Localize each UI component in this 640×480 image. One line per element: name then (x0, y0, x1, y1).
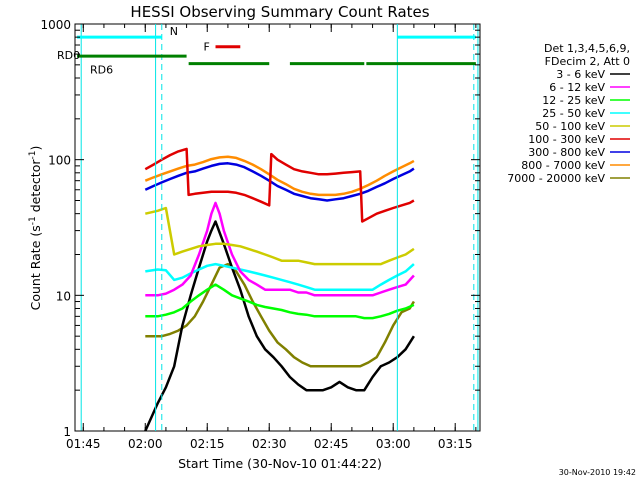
rd0-label: RD0 (57, 49, 80, 62)
plot-frame (74, 23, 481, 432)
x-tick-label: 02:30 (252, 437, 287, 451)
legend-entry-label: 100 - 300 keV (528, 133, 605, 146)
y-tick-label: 1 (63, 425, 71, 439)
y-axis-label-part3: ) (28, 146, 43, 151)
legend-entry-label: 50 - 100 keV (535, 120, 605, 133)
series-line-5 (144, 147, 415, 223)
series-line-7 (144, 155, 415, 197)
flare-label: F (204, 41, 210, 54)
legend-entry-label: 12 - 25 keV (542, 94, 605, 107)
night-label: N (170, 25, 178, 38)
x-tick-label: 02:00 (128, 437, 163, 451)
x-tick-label: 01:45 (66, 437, 101, 451)
y-tick-label: 10 (56, 289, 71, 303)
x-tick-label: 02:15 (190, 437, 225, 451)
axis-layer: 01:45 02:00 02:15 02:30 02:45 03:00 03:15 1 10 10… (40, 18, 480, 451)
x-tick-label: 03:15 (438, 437, 473, 451)
series-line-3 (145, 262, 415, 291)
legend-entry-label: 25 - 50 keV (542, 107, 605, 120)
series-line-4 (145, 206, 415, 266)
y-tick-label: 100 (48, 154, 71, 168)
legend-entry-label: 800 - 7000 keV (521, 159, 605, 172)
timestamp: 30-Nov-2010 19:42 (559, 468, 636, 477)
legend-header-line: Det 1,3,4,5,6,9, (544, 42, 630, 55)
plot-area (144, 147, 415, 432)
annotation-layer: N F RD0 RD6 (57, 24, 479, 431)
x-tick-label: 02:45 (314, 437, 349, 451)
y-axis-label-part2: detector (28, 159, 43, 217)
y-axis-label: Count Rate (s-1 detector-1) (28, 146, 43, 311)
legend-entry-label: 3 - 6 keV (556, 68, 605, 81)
legend-entry-label: 6 - 12 keV (549, 81, 605, 94)
rd6-label: RD6 (90, 64, 113, 77)
legend-entry-label: 7000 - 20000 keV (507, 172, 605, 185)
y-axis-label-part1: Count Rate (s (28, 225, 43, 310)
x-axis-label: Start Time (30-Nov-10 01:44:22) (178, 456, 382, 471)
x-tick-label: 03:00 (376, 437, 411, 451)
series-line-2 (145, 283, 415, 320)
series-line-8 (145, 262, 415, 368)
legend: Det 1,3,4,5,6,9,FDecim 2, Att 03 - 6 keV… (507, 42, 630, 185)
y-axis-label-sup1: -1 (28, 216, 38, 225)
chart-title: HESSI Observing Summary Count Rates (130, 3, 429, 21)
series-line-0 (144, 220, 415, 432)
series-line-6 (144, 162, 415, 202)
legend-header-line: FDecim 2, Att 0 (545, 55, 630, 68)
y-tick-label: 1000 (40, 18, 71, 32)
series-line-1 (145, 201, 415, 297)
legend-entry-label: 300 - 800 keV (528, 146, 605, 159)
y-axis-label-sup2: -1 (28, 151, 38, 160)
